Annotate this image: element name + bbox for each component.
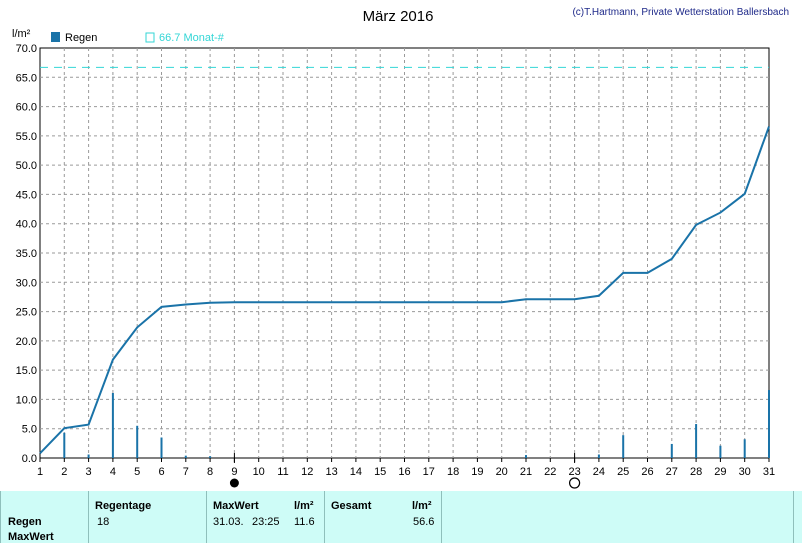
x-tick-label: 1 xyxy=(37,466,43,478)
x-axis-ticks: 1 2 3 4 5 6 7 8 9 10 11 12 13 14 15 16 17 18 19 20 21 22 23 24 2… xyxy=(37,458,775,478)
x-tick-label: 17 xyxy=(423,466,435,478)
row-label-regen: Regen xyxy=(8,516,42,528)
legend-series-swatch xyxy=(51,32,60,42)
y-tick-label: 35.0 xyxy=(16,248,37,260)
x-tick-label: 25 xyxy=(617,466,629,478)
grid-lines xyxy=(40,48,769,458)
x-tick-label: 10 xyxy=(253,466,265,478)
legend-reference-label: 66.7 Monat-# xyxy=(159,32,225,44)
y-tick-label: 0.0 xyxy=(22,453,37,465)
x-tick-label: 12 xyxy=(301,466,313,478)
x-tick-label: 28 xyxy=(690,466,702,478)
maxwert-header: MaxWert xyxy=(213,500,259,512)
x-tick-label: 2 xyxy=(61,466,67,478)
y-axis-ticks: 0.0 5.0 10.0 15.0 20.0 25.0 30.0 35.0 40.0 45.0 50… xyxy=(16,43,37,465)
x-tick-label: 22 xyxy=(544,466,556,478)
x-tick-label: 8 xyxy=(207,466,213,478)
x-tick-label: 9 xyxy=(231,466,237,478)
x-tick-label: 3 xyxy=(86,466,92,478)
x-tick-label: 7 xyxy=(183,466,189,478)
maxwert-unit: l/m² xyxy=(294,500,314,512)
y-tick-label: 50.0 xyxy=(16,160,37,172)
daily-rain-bars xyxy=(63,390,770,458)
moon-phase-markers xyxy=(229,453,581,489)
legend-reference-swatch xyxy=(145,32,155,43)
gesamt-unit: l/m² xyxy=(412,500,432,512)
y-tick-label: 55.0 xyxy=(16,131,37,143)
x-tick-label: 5 xyxy=(134,466,140,478)
x-tick-label: 6 xyxy=(158,466,164,478)
x-tick-label: 21 xyxy=(520,466,532,478)
summary-table: Regen MaxWert Regentage 18 MaxWert l/m² … xyxy=(0,491,802,543)
x-tick-label: 27 xyxy=(666,466,678,478)
legend-series-label: Regen xyxy=(65,32,97,44)
y-tick-label: 60.0 xyxy=(16,102,37,114)
chart-title: März 2016 xyxy=(363,8,434,25)
y-tick-label: 45.0 xyxy=(16,189,37,201)
x-tick-label: 30 xyxy=(739,466,751,478)
new-moon-icon xyxy=(229,478,239,488)
regentage-header: Regentage xyxy=(95,500,152,512)
full-moon-icon xyxy=(568,477,581,489)
y-tick-label: 70.0 xyxy=(16,43,37,55)
x-tick-label: 13 xyxy=(325,466,337,478)
y-tick-label: 5.0 xyxy=(22,424,37,436)
gesamt-header: Gesamt xyxy=(331,500,372,512)
y-axis-unit: l/m² xyxy=(12,28,31,40)
gesamt-value: 56.6 xyxy=(413,516,435,528)
x-tick-label: 24 xyxy=(593,466,605,478)
maxwert-time: 23:25 xyxy=(252,516,280,528)
y-tick-label: 30.0 xyxy=(16,277,37,289)
x-tick-label: 26 xyxy=(641,466,653,478)
x-tick-label: 4 xyxy=(110,466,116,478)
x-tick-label: 23 xyxy=(568,466,580,478)
maxwert-value: 11.6 xyxy=(294,516,315,528)
y-tick-label: 40.0 xyxy=(16,219,37,231)
cumulative-rain-line xyxy=(39,126,770,455)
y-tick-label: 25.0 xyxy=(16,307,37,319)
y-tick-label: 10.0 xyxy=(16,394,37,406)
copyright-text: (c)T.Hartmann, Private Wetterstation Bal… xyxy=(572,7,789,18)
x-tick-label: 14 xyxy=(350,466,362,478)
x-tick-label: 15 xyxy=(374,466,386,478)
y-tick-label: 65.0 xyxy=(16,72,37,84)
x-tick-label: 16 xyxy=(398,466,410,478)
y-tick-label: 20.0 xyxy=(16,336,37,348)
x-tick-label: 20 xyxy=(496,466,508,478)
rain-chart: März 2016 (c)T.Hartmann, Private Wetters… xyxy=(12,7,789,489)
row-label-maxwert: MaxWert xyxy=(8,531,54,543)
x-tick-label: 29 xyxy=(714,466,726,478)
x-tick-label: 18 xyxy=(447,466,459,478)
y-tick-label: 15.0 xyxy=(16,365,37,377)
regentage-value: 18 xyxy=(97,516,110,528)
x-tick-label: 31 xyxy=(763,466,775,478)
x-tick-label: 19 xyxy=(471,466,483,478)
maxwert-date: 31.03. xyxy=(213,516,244,528)
x-tick-label: 11 xyxy=(277,466,288,478)
